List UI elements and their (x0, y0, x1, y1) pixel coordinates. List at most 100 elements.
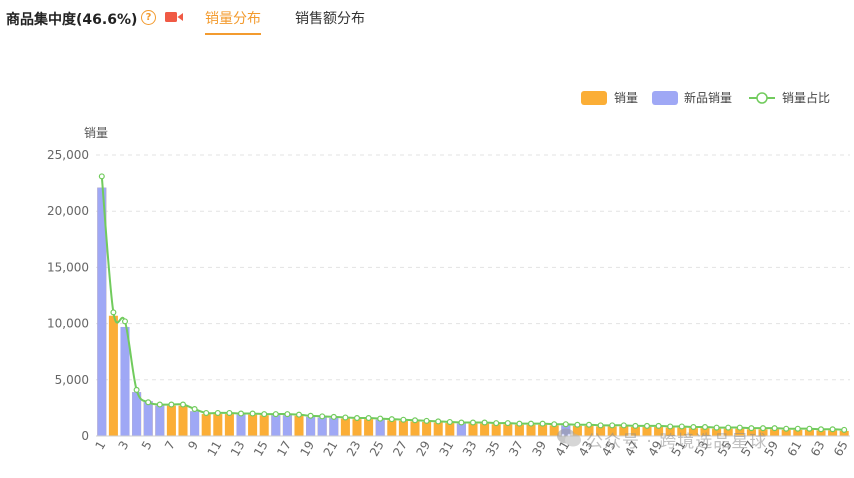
sales-bar[interactable] (201, 414, 211, 436)
share-point[interactable] (203, 409, 210, 416)
new-sales-bar[interactable] (155, 405, 165, 436)
share-point[interactable] (504, 420, 511, 427)
share-point[interactable] (145, 399, 152, 406)
share-point[interactable] (574, 421, 581, 428)
sales-bar[interactable] (514, 424, 524, 436)
share-point[interactable] (527, 420, 534, 427)
share-point[interactable] (458, 419, 465, 426)
share-point[interactable] (667, 423, 674, 430)
sales-bar[interactable] (688, 428, 698, 436)
sales-bar[interactable] (770, 429, 780, 436)
sales-bar[interactable] (410, 421, 420, 436)
sales-bar[interactable] (503, 424, 513, 436)
share-point[interactable] (841, 426, 848, 433)
new-sales-bar[interactable] (132, 392, 142, 436)
sales-bar[interactable] (584, 425, 594, 436)
sales-bar[interactable] (619, 426, 629, 436)
share-point[interactable] (249, 410, 256, 417)
sales-bar[interactable] (642, 427, 652, 436)
share-point[interactable] (678, 423, 685, 430)
new-sales-bar[interactable] (143, 401, 153, 436)
share-point[interactable] (806, 425, 813, 432)
share-point[interactable] (400, 416, 407, 423)
sales-bar[interactable] (422, 421, 432, 436)
share-point[interactable] (307, 412, 314, 419)
share-point[interactable] (620, 422, 627, 429)
share-point[interactable] (539, 420, 546, 427)
sales-bar[interactable] (340, 418, 350, 436)
sales-bar[interactable] (816, 430, 826, 436)
sales-bar[interactable] (387, 420, 397, 436)
sales-bar[interactable] (538, 424, 548, 436)
sales-bar[interactable] (828, 430, 838, 436)
share-point[interactable] (759, 425, 766, 432)
share-point[interactable] (191, 406, 198, 413)
new-sales-bar[interactable] (97, 187, 107, 436)
new-sales-bar[interactable] (329, 418, 339, 436)
share-point[interactable] (551, 421, 558, 428)
share-point[interactable] (180, 401, 187, 408)
sales-bar[interactable] (549, 425, 559, 436)
sales-bar[interactable] (839, 430, 849, 436)
share-point[interactable] (748, 425, 755, 432)
sales-bar[interactable] (248, 414, 258, 436)
share-point[interactable] (133, 386, 140, 393)
share-point[interactable] (423, 417, 430, 424)
legend-item-new-sales[interactable]: 新品销量 (652, 90, 732, 105)
share-point[interactable] (597, 422, 604, 429)
share-point[interactable] (481, 419, 488, 426)
share-point[interactable] (261, 411, 268, 418)
sales-bar[interactable] (178, 405, 188, 436)
sales-bar[interactable] (572, 425, 582, 436)
legend-item-share[interactable]: 销量占比 (749, 90, 830, 105)
sales-bar[interactable] (480, 423, 490, 436)
share-point[interactable] (713, 424, 720, 431)
sales-bar[interactable] (468, 423, 478, 436)
new-sales-bar[interactable] (236, 414, 246, 436)
share-point[interactable] (643, 422, 650, 429)
share-point[interactable] (98, 173, 105, 180)
share-point[interactable] (493, 420, 500, 427)
share-point[interactable] (110, 309, 117, 316)
tab-revenue-distribution[interactable]: 销售额分布 (295, 11, 365, 27)
share-point[interactable] (609, 422, 616, 429)
new-sales-bar[interactable] (317, 417, 327, 436)
share-point[interactable] (377, 415, 384, 422)
sales-bar[interactable] (746, 429, 756, 436)
share-point[interactable] (121, 318, 128, 325)
sales-bar[interactable] (677, 427, 687, 436)
sales-bar[interactable] (735, 428, 745, 436)
sales-bar[interactable] (793, 429, 803, 436)
new-sales-bar[interactable] (456, 423, 466, 436)
sales-bar[interactable] (700, 428, 710, 436)
sales-bar[interactable] (398, 420, 408, 436)
video-icon[interactable] (165, 11, 183, 23)
sales-bar[interactable] (804, 429, 814, 436)
sales-bar[interactable] (630, 427, 640, 436)
sales-bar[interactable] (665, 427, 675, 436)
legend-item-sales[interactable]: 销量 (581, 91, 638, 105)
share-point[interactable] (284, 411, 291, 418)
share-point[interactable] (562, 421, 569, 428)
share-point[interactable] (319, 413, 326, 420)
new-sales-bar[interactable] (282, 415, 292, 436)
sales-bar[interactable] (213, 414, 223, 436)
share-point[interactable] (829, 426, 836, 433)
sales-bar[interactable] (712, 428, 722, 436)
new-sales-bar[interactable] (306, 416, 316, 436)
sales-bar[interactable] (596, 426, 606, 436)
share-point[interactable] (690, 424, 697, 431)
share-point[interactable] (342, 414, 349, 421)
sales-bar[interactable] (445, 423, 455, 436)
share-point[interactable] (446, 418, 453, 425)
share-point[interactable] (330, 413, 337, 420)
sales-bar[interactable] (166, 405, 176, 436)
share-point[interactable] (701, 424, 708, 431)
sales-bar[interactable] (259, 415, 269, 436)
share-point[interactable] (817, 426, 824, 433)
share-point[interactable] (725, 424, 732, 431)
sales-bar[interactable] (607, 426, 617, 436)
share-point[interactable] (226, 409, 233, 416)
share-point[interactable] (794, 425, 801, 432)
share-point[interactable] (655, 422, 662, 429)
